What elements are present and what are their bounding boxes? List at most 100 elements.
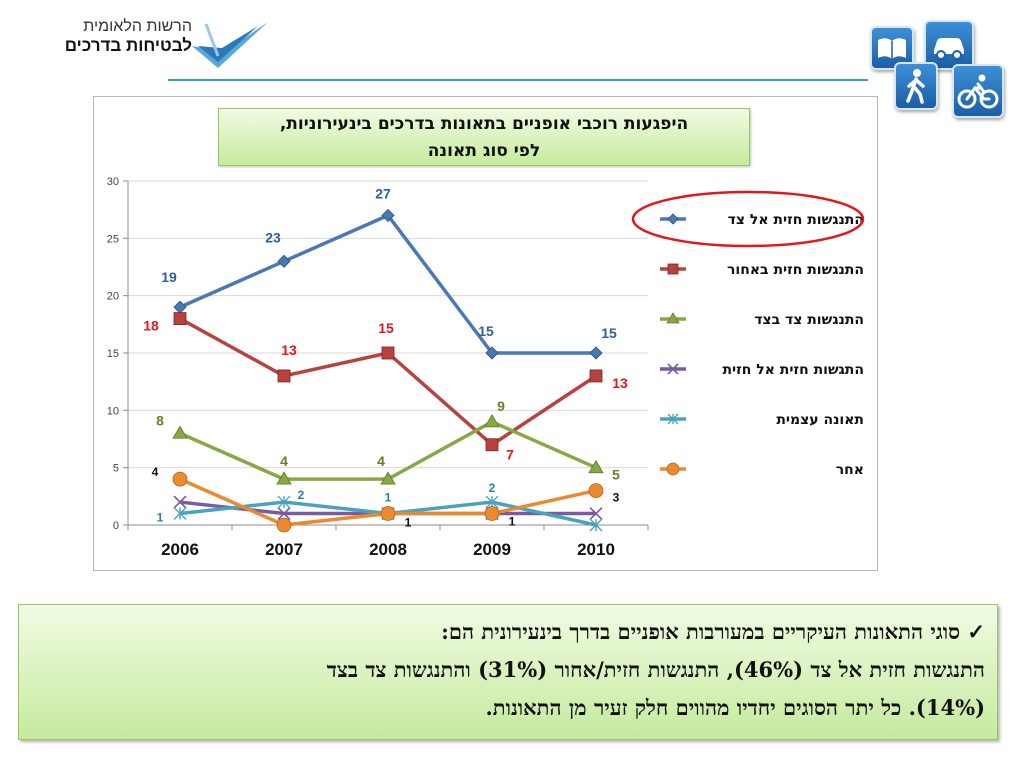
star-marker-stroke: [667, 413, 679, 425]
series-2: [172, 414, 604, 485]
point-label: 23: [265, 229, 281, 245]
star-marker-stroke: [277, 495, 291, 509]
point-label: 13: [281, 342, 297, 358]
legend-item-3: התגשות חזית אל חזית: [660, 362, 864, 378]
data-point: [589, 369, 603, 383]
legend-label: התנגשות חזית אל צד: [728, 212, 864, 228]
legend-label: התגשות חזית אל חזית: [722, 362, 864, 378]
chart-axes: 0 5 10 15 20 25 30 2006 2007 2008 2009 2010: [107, 176, 649, 559]
series-0: [173, 208, 603, 360]
legend-marker: [667, 363, 679, 375]
legend-item-5: אחר: [660, 462, 864, 478]
point-label: 18: [143, 318, 159, 334]
legend-label: תאונה עצמית: [776, 412, 864, 428]
x-tick-label: 2009: [473, 540, 511, 559]
legend-marker: [667, 213, 679, 225]
logo-line1: הרשות הלאומית: [83, 18, 192, 35]
data-point: [380, 506, 396, 521]
data-point: [173, 507, 187, 521]
data-point: [485, 438, 499, 452]
star-marker-stroke: [485, 495, 499, 509]
star-marker-stroke: [589, 518, 603, 532]
data-point: [276, 471, 292, 485]
x-marker-stroke: [277, 506, 291, 521]
legend-item-2: התנגשות צד בצד: [660, 312, 864, 328]
data-point: [485, 495, 499, 509]
x-tick-label: 2006: [161, 540, 199, 559]
legend-marker: [666, 462, 680, 476]
legend-marker: [667, 413, 679, 425]
header-icons: [868, 18, 1008, 118]
y-tick-label: 0: [113, 520, 119, 532]
data-point: [277, 254, 291, 268]
x-tick-label: 2010: [577, 540, 615, 559]
legend-label: אחר: [836, 462, 864, 478]
data-point: [589, 506, 603, 521]
point-label: 1: [405, 516, 412, 530]
data-point: [589, 518, 603, 532]
legend-item-1: התנגשות חזית באחור: [660, 262, 864, 278]
data-point: [276, 517, 292, 533]
point-label: 1: [157, 511, 164, 525]
series-1: [173, 312, 603, 452]
data-point: [173, 495, 187, 509]
chart-frame: [93, 96, 878, 571]
data-point: [277, 495, 291, 509]
car-icon: [924, 20, 974, 70]
data-point: [277, 506, 291, 521]
summary-line3: (14%). כל יתר הסוגים יחדיו מהווים חלק זע…: [485, 695, 985, 720]
data-point: [172, 471, 188, 487]
data-point: [589, 346, 603, 360]
data-point: [381, 346, 395, 360]
legend-label: התנגשות צד בצד: [754, 312, 864, 328]
point-label: 2: [298, 488, 305, 502]
logo-checkmark-icon: [192, 22, 268, 68]
data-point: [277, 369, 291, 383]
point-label: 1: [509, 515, 516, 529]
data-point: [173, 300, 187, 314]
x-tick-label: 2007: [265, 540, 303, 559]
point-label: 5: [612, 467, 620, 483]
y-tick-label: 30: [107, 176, 119, 188]
nrsa-logo: הרשות הלאומית לבטיחות בדרכים: [28, 14, 278, 76]
legend-marker: [667, 263, 679, 275]
point-label: 7: [506, 447, 514, 463]
chart-title: היפגעות רוכבי אופניים בתאונות בדרכים בינ…: [218, 108, 750, 166]
data-point: [172, 425, 188, 439]
y-tick-label: 10: [107, 405, 119, 417]
logo-text: הרשות הלאומית לבטיחות בדרכים: [65, 18, 192, 56]
point-label: 3: [613, 491, 620, 505]
point-label: 8: [156, 412, 164, 428]
series-line: [179, 317, 597, 447]
point-label: 27: [375, 185, 391, 201]
data-point: [173, 312, 187, 326]
legend-highlight-circle: [631, 190, 865, 248]
legend-item-4: תאונה עצמית: [660, 412, 864, 428]
data-point: [484, 414, 500, 428]
point-label: 15: [478, 323, 494, 339]
y-tick-label: 25: [107, 233, 119, 245]
chart-title-line2: לפי סוג תאונה: [427, 141, 541, 161]
point-label: 15: [378, 320, 394, 336]
y-tick-label: 20: [107, 291, 119, 303]
point-label: 19: [161, 269, 177, 285]
point-label: 9: [497, 398, 505, 414]
chart-legend: התנגשות חזית אל צד התנגשות חזית באחור התנג…: [631, 190, 865, 478]
header-divider: [168, 79, 868, 81]
data-point: [381, 208, 395, 222]
x-tick-label: 2008: [369, 540, 407, 559]
summary-line2: התנגשות חזית אל צד (46%), התנגשות חזית/א…: [326, 657, 985, 682]
logo-line2: לבטיחות בדרכים: [64, 36, 192, 56]
data-point: [588, 459, 604, 474]
point-label: 1: [385, 491, 392, 505]
bicycle-icon: [952, 64, 1004, 118]
legend-item-0: התנגשות חזית אל צד: [660, 212, 864, 228]
y-tick-label: 15: [107, 348, 119, 360]
data-point: [485, 346, 499, 360]
star-marker-stroke: [173, 507, 187, 521]
point-label: 4: [152, 465, 159, 479]
point-label: 15: [601, 325, 617, 341]
chart-title-line1: היפגעות רוכבי אופניים בתאונות בדרכים בינ…: [279, 114, 689, 134]
